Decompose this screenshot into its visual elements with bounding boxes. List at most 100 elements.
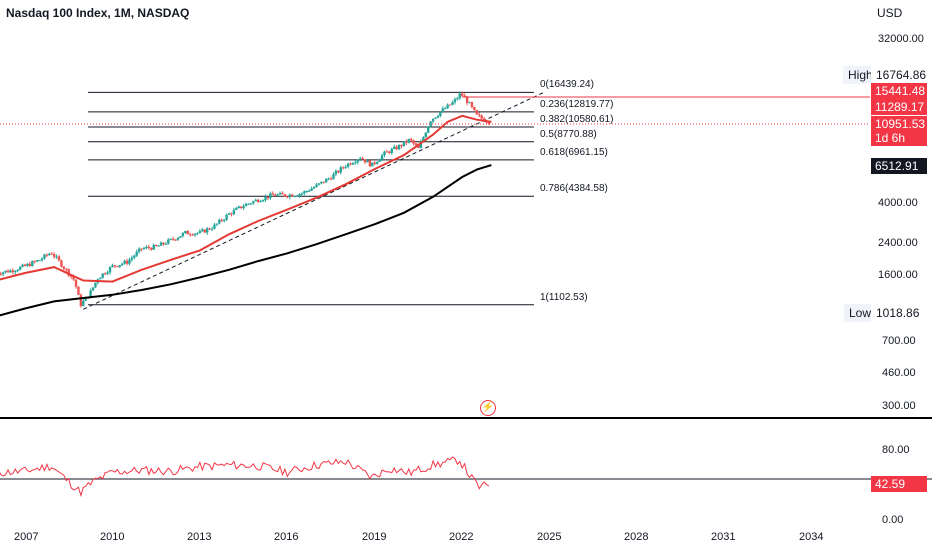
candle-body (82, 300, 85, 306)
candle-body (427, 126, 430, 133)
ma-value-tag: 11289.17 (871, 99, 927, 115)
candle-body (363, 159, 367, 163)
candle-body (67, 269, 70, 276)
candle-body (157, 245, 160, 247)
lightning-icon[interactable]: ⚡ (480, 400, 496, 416)
fib-level-label: 0(16439.24) (540, 79, 594, 91)
candle-body (397, 145, 401, 150)
candle-body (230, 213, 233, 215)
rsi-tick: 80.00 (882, 444, 910, 456)
candle-body (198, 231, 202, 233)
candle-body (351, 163, 355, 165)
candle-body (55, 256, 58, 258)
candle-body (288, 194, 291, 198)
candle-body (276, 194, 279, 196)
candle-body (475, 110, 478, 115)
candle-body (1, 272, 5, 275)
candle-body (417, 145, 420, 149)
symbol-title[interactable]: Nasdaq 100 Index, 1M, NASDAQ (6, 6, 190, 20)
price-tick: 2400.00 (878, 237, 918, 249)
candle-body (227, 213, 231, 215)
candle-body (113, 265, 117, 267)
candle-body (312, 187, 316, 189)
candle-body (393, 146, 396, 149)
candle-body (142, 248, 146, 250)
fibonacci-retracement[interactable] (83, 91, 545, 310)
candle-body (451, 102, 454, 105)
time-tick: 2031 (711, 531, 736, 543)
time-tick: 2019 (362, 531, 387, 543)
candle-body (388, 151, 391, 153)
bar-countdown: 1d 6h (875, 131, 906, 145)
candle-body (242, 206, 245, 209)
candle-body (18, 266, 22, 270)
candle-body (249, 203, 253, 205)
candle-body (487, 122, 491, 124)
time-tick: 2028 (624, 531, 649, 543)
time-tick: 2016 (274, 531, 299, 543)
candle-body (371, 162, 374, 167)
candle-body (222, 219, 226, 221)
candle-body (356, 159, 359, 163)
candle-body (337, 170, 340, 173)
candle-body (368, 160, 372, 167)
candle-body (283, 194, 287, 197)
candle-body (23, 264, 27, 266)
candle-body (101, 273, 104, 278)
candle-body (252, 201, 255, 204)
candle-body (213, 224, 216, 229)
candle-body (103, 273, 107, 275)
price-tick: 4000.00 (878, 197, 918, 209)
candlestick-series (0, 91, 491, 308)
candle-body (111, 265, 114, 268)
candle-body (162, 242, 165, 245)
time-tick: 2025 (537, 531, 562, 543)
candle-body (376, 161, 379, 164)
candle-body (315, 184, 318, 188)
low-label: Low (844, 304, 877, 322)
price-tick: 700.00 (882, 335, 916, 347)
candle-body (31, 261, 34, 267)
candle-body (290, 194, 294, 197)
time-tick: 2034 (799, 531, 824, 543)
candle-body (463, 95, 466, 98)
candle-body (26, 263, 29, 266)
price-tick: 300.00 (882, 400, 916, 412)
candle-body (167, 239, 170, 244)
candle-body (84, 297, 87, 301)
price-tick: 32000.00 (878, 33, 924, 45)
candle-body (220, 219, 223, 221)
candle-body (478, 114, 481, 116)
fib-level-label: 0.786(4384.58) (540, 183, 608, 195)
candle-body (400, 145, 403, 147)
rsi-pane (0, 456, 932, 498)
candle-body (254, 199, 257, 202)
candle-body (0, 273, 2, 275)
long-ma-tag: 6512.91 (871, 158, 927, 174)
candle-body (57, 256, 61, 261)
candle-body (359, 158, 362, 160)
candle-body (344, 166, 347, 168)
candle-body (456, 98, 459, 100)
current-price-value: 10951.53 (875, 117, 926, 131)
candle-body (218, 219, 221, 224)
candle-body (305, 190, 308, 192)
low-value: 1018.86 (871, 304, 925, 322)
candle-body (52, 254, 56, 257)
candle-body (120, 263, 124, 265)
indicator-lines (0, 114, 492, 317)
candle-body (322, 181, 325, 183)
candle-body (91, 287, 95, 291)
candle-body (419, 141, 423, 149)
candle-body (191, 234, 194, 236)
candle-body (28, 263, 32, 267)
candle-body (14, 270, 17, 273)
candle-body (140, 248, 143, 250)
candle-body (9, 270, 12, 273)
candle-body (458, 93, 461, 99)
candle-body (169, 238, 172, 240)
candle-body (65, 268, 68, 270)
candle-body (188, 234, 192, 236)
candle-body (441, 108, 444, 112)
